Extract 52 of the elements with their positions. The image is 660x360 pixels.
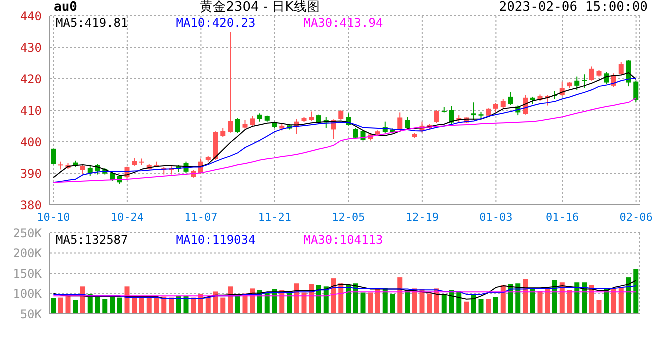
y-tick-label: 100K [13,287,43,302]
y-tick-label: 380 [20,198,42,212]
y-tick-label: 400 [20,135,42,150]
candlestick [634,80,639,104]
x-tick-label: 02-06 [620,210,653,224]
x-tick-label: 01-16 [546,210,580,224]
candlestick [589,66,594,82]
text: MA10:119034 [176,233,256,247]
y-tick-label: 420 [20,72,42,86]
candlestick [508,92,514,106]
text: MA5:132587 [56,233,128,247]
y-tick-label: 50K [20,307,43,322]
y-tick-label: 390 [20,166,42,181]
y-tick-label: 250K [13,226,43,240]
candlestick [618,62,624,76]
x-tick-label: 11-21 [258,210,292,224]
candlestick [405,116,410,130]
x-tick-label: 11-07 [184,210,218,224]
candlestick [51,148,56,166]
y-tick-label: 200K [13,246,43,261]
candlestick [220,128,226,138]
candlestick [434,110,440,124]
text: MA5:419.81 [56,16,128,30]
x-tick-label: 12-05 [332,210,366,224]
candlestick [582,74,587,89]
candlestick [449,106,454,125]
candlestick [471,102,476,121]
y-tick-label: 150K [13,266,43,281]
x-tick-label: 10-24 [110,210,144,224]
text: MA30:104113 [304,233,384,247]
candlestick [338,110,344,120]
candlestick [235,118,240,134]
y-tick-label: 440 [20,9,42,24]
text: MA10:420.23 [176,16,256,30]
candlestick [353,128,358,140]
x-tick-label: 01-03 [480,210,513,224]
candlestick [88,164,93,177]
chart-title: 黄金2304 - 日K线图 [199,0,321,16]
x-tick-label: 12-19 [406,210,439,224]
candlestick [80,164,86,176]
x-tick-label: 10-10 [37,210,70,224]
y-tick-label: 410 [20,104,42,118]
line-series [53,286,637,300]
candlestick [228,32,233,134]
candlestick [309,111,314,122]
candlestick [250,116,256,126]
candlestick [574,76,580,91]
text: MA30:413.94 [304,16,384,30]
text: au0 [54,0,78,16]
text: 2023-02-06 15:00:00 [499,0,648,16]
candlestick [398,112,403,131]
y-tick-label: 430 [20,40,42,55]
